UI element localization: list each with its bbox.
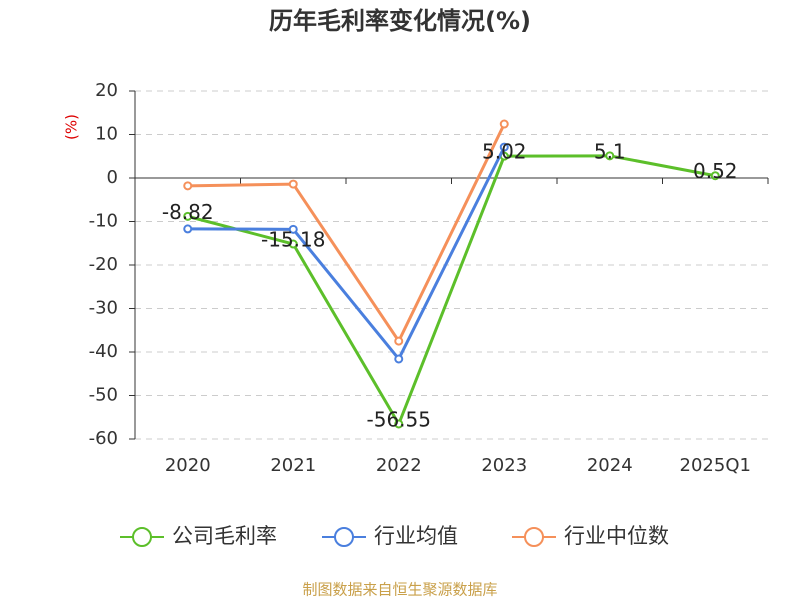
legend-label: 行业中位数 bbox=[564, 524, 669, 548]
legend-marker bbox=[132, 527, 152, 547]
y-tick-label: 20 bbox=[95, 80, 118, 101]
data-label: 0.52 bbox=[693, 159, 738, 183]
series-line bbox=[187, 123, 506, 345]
data-label: 5.1 bbox=[594, 139, 626, 163]
y-tick-label: -40 bbox=[89, 341, 118, 362]
legend-marker bbox=[524, 527, 544, 547]
series-line bbox=[187, 146, 506, 362]
x-tick-label: 2025Q1 bbox=[680, 455, 751, 476]
y-tick-label: 0 bbox=[107, 167, 118, 188]
data-point bbox=[499, 119, 509, 129]
x-tick-label: 2022 bbox=[376, 455, 422, 476]
data-label: -56.55 bbox=[367, 407, 431, 431]
data-point bbox=[288, 179, 298, 189]
data-point bbox=[499, 142, 509, 152]
y-tick-label: -10 bbox=[89, 211, 118, 232]
footer: 制图数据来自恒生聚源数据库 bbox=[302, 581, 497, 599]
data-point bbox=[394, 354, 404, 364]
chart-title: 历年毛利率变化情况(%) bbox=[269, 7, 531, 35]
legend-label: 公司毛利率 bbox=[172, 524, 277, 548]
data-point bbox=[288, 239, 298, 249]
data-point bbox=[183, 181, 193, 191]
legend-marker bbox=[334, 527, 354, 547]
data-point bbox=[710, 171, 720, 181]
y-axis-label: (%) bbox=[63, 114, 81, 140]
x-tick-label: 2020 bbox=[165, 455, 211, 476]
data-point bbox=[183, 211, 193, 221]
data-point bbox=[183, 224, 193, 234]
data-label: 5.02 bbox=[482, 140, 527, 164]
data-label: -8.82 bbox=[162, 200, 214, 224]
y-tick-label: -20 bbox=[89, 254, 118, 275]
x-tick-label: 2021 bbox=[270, 455, 316, 476]
data-point bbox=[605, 151, 615, 161]
data-point bbox=[288, 224, 298, 234]
legend-label: 行业均值 bbox=[374, 524, 458, 548]
x-tick-label: 2024 bbox=[587, 455, 633, 476]
data-point bbox=[394, 336, 404, 346]
data-point bbox=[394, 419, 404, 429]
y-tick-label: 10 bbox=[95, 124, 118, 145]
y-tick-label: -60 bbox=[89, 428, 118, 449]
data-label: -15.18 bbox=[261, 228, 325, 252]
y-tick-label: -50 bbox=[89, 385, 118, 406]
x-tick-label: 2023 bbox=[481, 455, 527, 476]
y-tick-label: -30 bbox=[89, 298, 118, 319]
series-line bbox=[187, 154, 716, 428]
